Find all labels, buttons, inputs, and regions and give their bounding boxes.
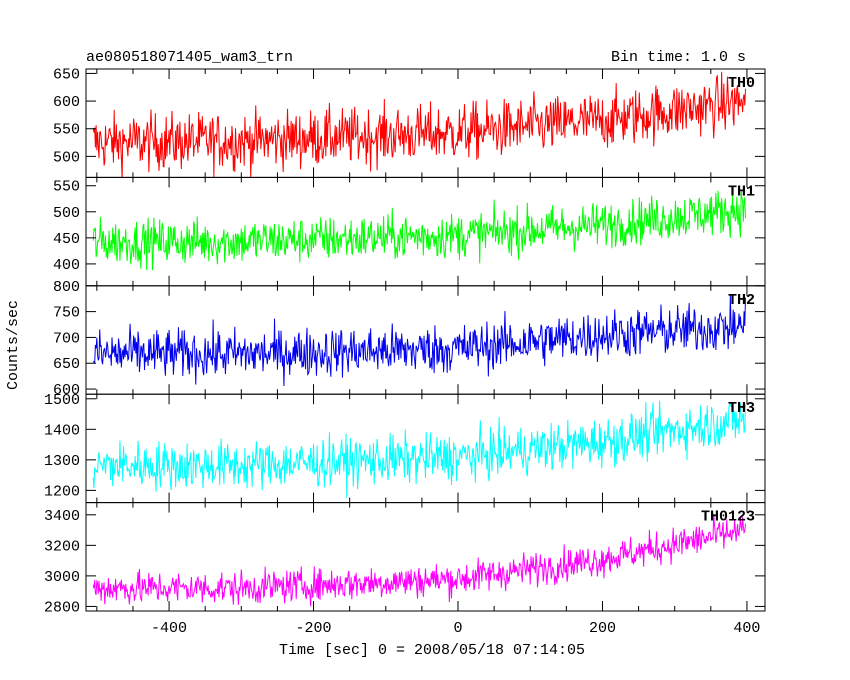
y-tick-label: 1400 <box>44 422 80 439</box>
panel-th0: 500 550 600 650 TH0 <box>53 66 766 178</box>
y-tick-label: 550 <box>53 179 80 196</box>
y-tick-label: 600 <box>53 382 80 399</box>
y-tick-label: 600 <box>53 94 80 111</box>
chart-title-right: Bin time: 1.0 s <box>611 49 746 66</box>
y-tick-label: 800 <box>53 279 80 296</box>
y-tick-label: 700 <box>53 330 80 347</box>
x-tick-label: -200 <box>296 620 332 637</box>
x-tick-label: -400 <box>151 620 187 637</box>
x-axis-label: Time [sec] 0 = 2008/05/18 07:14:05 <box>279 642 585 659</box>
series-line-th0 <box>92 71 746 178</box>
y-tick-label: 1300 <box>44 453 80 470</box>
y-tick-label: 500 <box>53 205 80 222</box>
y-tick-label: 3000 <box>44 569 80 586</box>
y-tick-label: 3200 <box>44 538 80 555</box>
x-tick-label: 200 <box>589 620 616 637</box>
y-tick-label: 500 <box>53 149 80 166</box>
x-tick-label: 400 <box>733 620 760 637</box>
y-tick-label: 650 <box>53 356 80 373</box>
panel-th2: 600 650 700 750 800 TH2 <box>53 279 766 399</box>
x-tick-label: 0 <box>453 620 462 637</box>
y-tick-label: 1200 <box>44 483 80 500</box>
y-tick-label: 1500 <box>44 392 80 409</box>
panel-label: TH0123 <box>701 509 755 526</box>
panel-frame <box>85 285 766 395</box>
panel-th1: 400 450 500 550 TH1 <box>53 176 766 287</box>
panel-frame <box>85 502 766 612</box>
y-axis-label: Counts/sec <box>5 300 22 390</box>
y-tick-label: 3400 <box>44 508 80 525</box>
y-tick-label: 750 <box>53 305 80 322</box>
series-line-th0123 <box>92 513 746 607</box>
y-tick-label: 450 <box>53 231 80 248</box>
series-line-th2 <box>92 294 746 387</box>
y-tick-label: 400 <box>53 257 80 274</box>
y-tick-label: 650 <box>53 66 80 83</box>
y-tick-label: 550 <box>53 122 80 139</box>
series-line-th1 <box>92 190 746 271</box>
panel-label: TH3 <box>728 400 755 417</box>
panel-label: TH1 <box>728 183 755 200</box>
panel-th3: 1200 1300 1400 1500 TH3 <box>44 392 766 504</box>
panels-group: 500 550 600 650 TH0 400 450 500 550 TH1 600 650 700 7… <box>44 66 766 637</box>
series-line-th3 <box>92 400 746 498</box>
panel-label: TH0 <box>728 75 755 92</box>
y-tick-label: 2800 <box>44 599 80 616</box>
panel-label: TH2 <box>728 292 755 309</box>
panel-th0123: 2800 3000 3200 3400 TH0123 <box>44 502 766 616</box>
chart-title-left: ae080518071405_wam3_trn <box>86 49 293 66</box>
